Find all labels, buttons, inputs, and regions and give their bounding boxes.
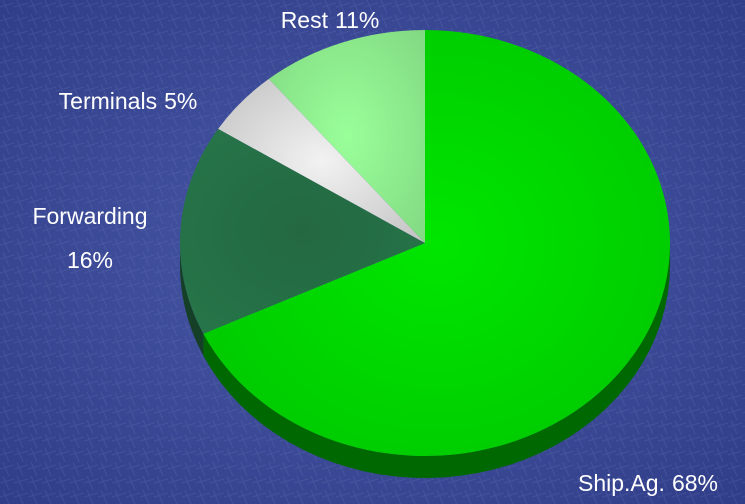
- page: Ship.Ag. 68% Forwarding 16% Terminals 5% Rest1…: [0, 0, 745, 504]
- pie-tops: [180, 30, 670, 456]
- slice-label: Rest: [281, 7, 329, 33]
- slice-value-label: 5%: [164, 88, 197, 114]
- slice-value-label: 68%: [672, 470, 718, 496]
- chart: Ship.Ag. 68% Forwarding 16% Terminals 5% Rest1…: [0, 0, 745, 504]
- slice-label: Ship.Ag.: [578, 470, 665, 496]
- slice-label: Terminals: [59, 88, 157, 114]
- slice-label: Forwarding: [32, 203, 147, 229]
- slice-value-label: 11%: [335, 7, 379, 33]
- slice-value-label: 16%: [67, 247, 113, 273]
- slice-label-group: Terminals 5%: [59, 88, 198, 114]
- slice-label-group: Ship.Ag. 68%: [578, 470, 718, 496]
